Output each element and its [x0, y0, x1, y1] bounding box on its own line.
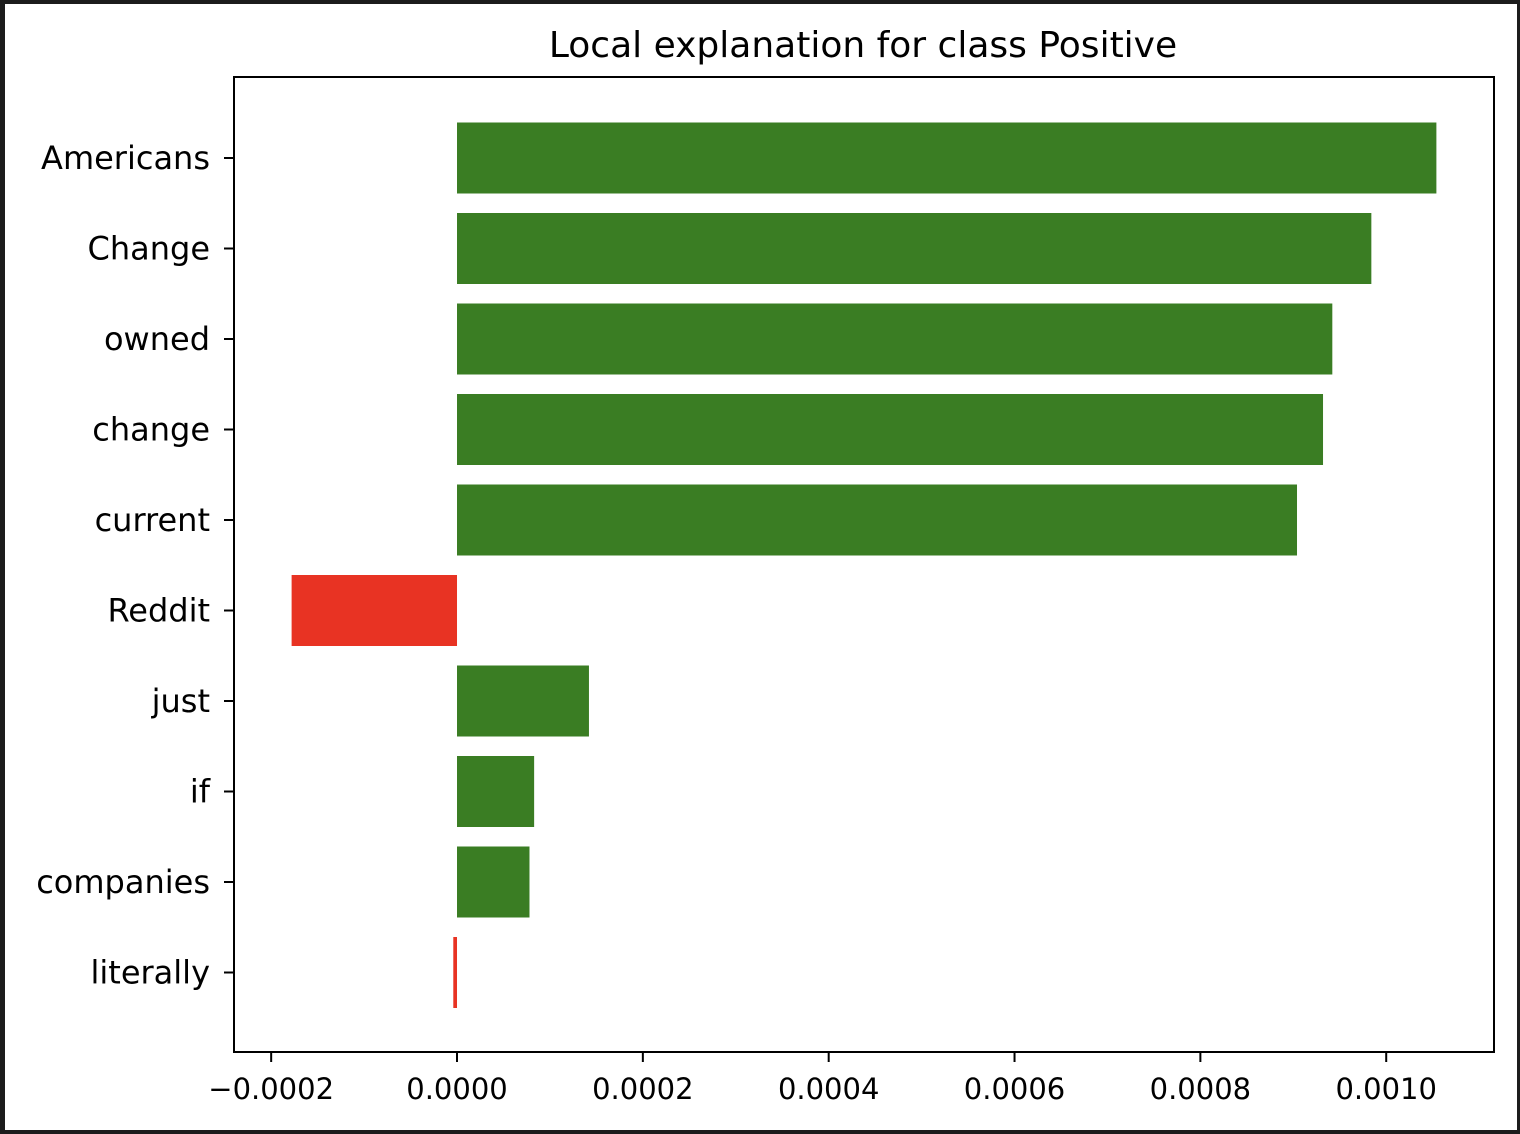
y-tick-label-current: current: [95, 501, 210, 539]
x-tick-label: 0.0000: [406, 1072, 507, 1106]
x-tick-label: 0.0006: [964, 1072, 1065, 1106]
x-axis: −0.0002 0.0000 0.0002 0.0004 0.0006 0.0008 0.0…: [208, 1052, 1437, 1106]
bar-companies: [457, 846, 530, 918]
bar-if: [457, 756, 535, 827]
y-axis: Americans Change owned change current Reddit j…: [36, 139, 234, 992]
x-tick-label: 0.0008: [1150, 1072, 1251, 1106]
x-tick-label: 0.0010: [1335, 1072, 1436, 1106]
figure-frame: Local explanation for class Positive Ame…: [5, 4, 1517, 1130]
y-tick-label-companies: companies: [36, 863, 210, 901]
y-tick-label-americans: Americans: [41, 139, 210, 177]
bar-americans: [457, 122, 1437, 194]
x-tick-label: 0.0004: [778, 1072, 879, 1106]
bar-literally: [453, 937, 458, 1008]
bar-owned: [457, 303, 1333, 375]
chart-title: Local explanation for class Positive: [549, 25, 1177, 66]
y-tick-label-owned: owned: [104, 320, 210, 358]
bar-change: [457, 213, 1372, 284]
x-tick-label: 0.0002: [592, 1072, 693, 1106]
y-tick-label-change: Change: [87, 230, 210, 268]
bar-chart: Local explanation for class Positive Ame…: [36, 25, 1495, 1106]
y-tick-label-reddit: Reddit: [107, 592, 210, 630]
y-tick-label-literally: literally: [91, 954, 211, 992]
y-tick-label-change: change: [92, 411, 210, 449]
bar-current: [457, 484, 1298, 556]
x-tick-label: −0.0002: [208, 1072, 334, 1106]
y-tick-label-if: if: [190, 773, 211, 811]
axes-frame: [233, 76, 1495, 1053]
bar-change: [457, 394, 1324, 465]
bar-just: [457, 665, 589, 737]
bar-reddit: [291, 575, 458, 646]
bars-group: [291, 122, 1437, 1008]
y-tick-label-just: just: [151, 682, 210, 720]
